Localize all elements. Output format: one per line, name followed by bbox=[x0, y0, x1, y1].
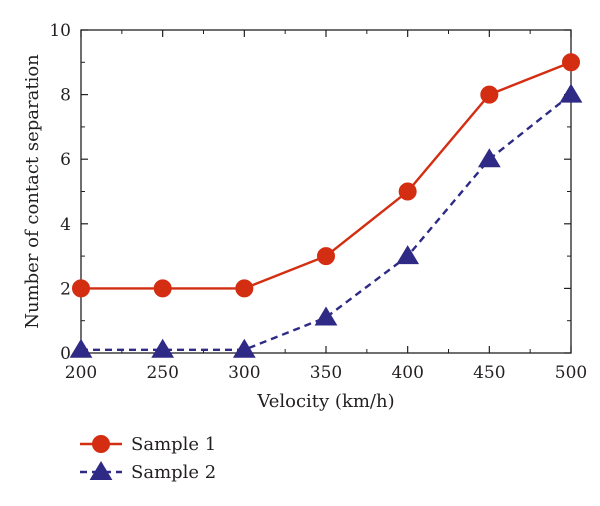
series-2-point bbox=[69, 338, 93, 358]
legend-label-2: Sample 2 bbox=[131, 462, 216, 483]
x-tick-label: 450 bbox=[473, 363, 505, 383]
series-1-point bbox=[398, 182, 417, 201]
x-tick-label: 350 bbox=[310, 363, 342, 383]
series-2-point bbox=[232, 338, 256, 358]
x-tick-label: 200 bbox=[65, 363, 97, 383]
series-2 bbox=[69, 83, 583, 358]
plot-frame bbox=[80, 29, 572, 354]
series-2-point bbox=[396, 245, 420, 265]
legend-marker-1 bbox=[92, 435, 110, 453]
y-axis-ticks: 0 2 4 6 8 10 bbox=[49, 21, 571, 364]
y-tick-label: 8 bbox=[60, 86, 71, 106]
series-1 bbox=[72, 53, 580, 298]
series-1-point bbox=[562, 53, 580, 72]
y-axis-title: Number of contact separation bbox=[22, 54, 43, 329]
series-1-point bbox=[72, 279, 90, 298]
series-2-point bbox=[314, 306, 338, 326]
x-tick-label: 400 bbox=[391, 363, 423, 383]
x-tick-label: 300 bbox=[228, 363, 260, 383]
y-tick-label: 10 bbox=[49, 21, 71, 41]
legend: Sample 1 Sample 2 bbox=[80, 434, 216, 483]
x-tick-label: 500 bbox=[555, 363, 587, 383]
series-layer bbox=[69, 53, 583, 358]
series-2-point bbox=[477, 148, 501, 168]
y-tick-label: 4 bbox=[60, 215, 71, 235]
series-1-point bbox=[235, 279, 254, 298]
y-tick-label: 2 bbox=[60, 279, 71, 299]
series-1-point bbox=[153, 279, 172, 298]
legend-marker-2 bbox=[89, 461, 113, 480]
series-2-point bbox=[151, 338, 175, 358]
y-tick-label: 0 bbox=[60, 344, 71, 364]
x-axis-ticks: 200 250 300 350 400 450 500 bbox=[65, 30, 587, 383]
series-2-point bbox=[559, 83, 583, 103]
legend-label-1: Sample 1 bbox=[131, 434, 216, 455]
x-tick-label: 250 bbox=[146, 363, 178, 383]
series-1-point bbox=[317, 247, 335, 266]
series-1-point bbox=[480, 85, 499, 104]
x-axis-title: Velocity (km/h) bbox=[256, 391, 394, 412]
plot-border bbox=[80, 29, 572, 354]
y-tick-label: 6 bbox=[60, 150, 71, 170]
